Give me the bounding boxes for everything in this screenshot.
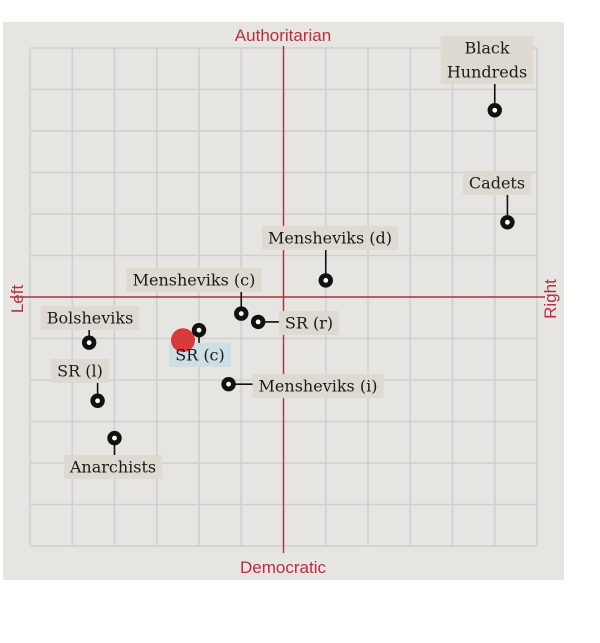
label-box — [252, 374, 384, 398]
label-box — [278, 311, 340, 335]
data-label: Mensheviks (i) — [259, 377, 378, 396]
label-box — [261, 226, 399, 250]
data-label: Bolsheviks — [47, 309, 134, 328]
data-label: Mensheviks (c) — [133, 271, 256, 290]
axis-label-right: Right — [541, 279, 560, 319]
data-label: SR (c) — [175, 346, 225, 365]
point-marker-center — [112, 435, 117, 441]
point-marker-center — [95, 398, 100, 404]
axis-label-left: Left — [8, 285, 27, 314]
axis-label-bottom: Democratic — [240, 558, 326, 577]
labels: Black Hundreds Cadets Mensheviks (d) Menshev… — [47, 39, 527, 477]
highlight-marker — [171, 328, 195, 353]
point-marker-center — [196, 327, 202, 333]
point-marker-center — [238, 311, 244, 316]
markers — [81, 103, 515, 446]
data-label: Mensheviks (d) — [268, 229, 392, 248]
label-box — [440, 36, 534, 84]
label-box — [126, 268, 262, 292]
point-marker-center — [226, 381, 231, 387]
point-marker-center — [323, 278, 329, 283]
label-box — [40, 306, 140, 330]
data-label: Anarchists — [69, 458, 156, 477]
data-label: SR (l) — [57, 362, 103, 381]
data-label: Cadets — [469, 174, 525, 193]
points-layer: Black Hundreds Cadets Mensheviks (d) Menshev… — [40, 36, 534, 479]
point-marker-center — [255, 319, 261, 325]
data-label: SR (r) — [285, 314, 333, 333]
point-marker-center — [505, 219, 510, 225]
data-label: Black — [464, 39, 509, 58]
point-marker-center — [86, 340, 92, 346]
axis-label-top: Authoritarian — [235, 26, 331, 45]
label-boxes — [40, 36, 534, 479]
data-label: Hundreds — [447, 63, 527, 82]
label-box — [63, 455, 163, 479]
axis-layer — [10, 46, 545, 553]
point-marker-center — [492, 107, 498, 113]
label-box — [51, 359, 109, 383]
label-box — [462, 171, 532, 195]
